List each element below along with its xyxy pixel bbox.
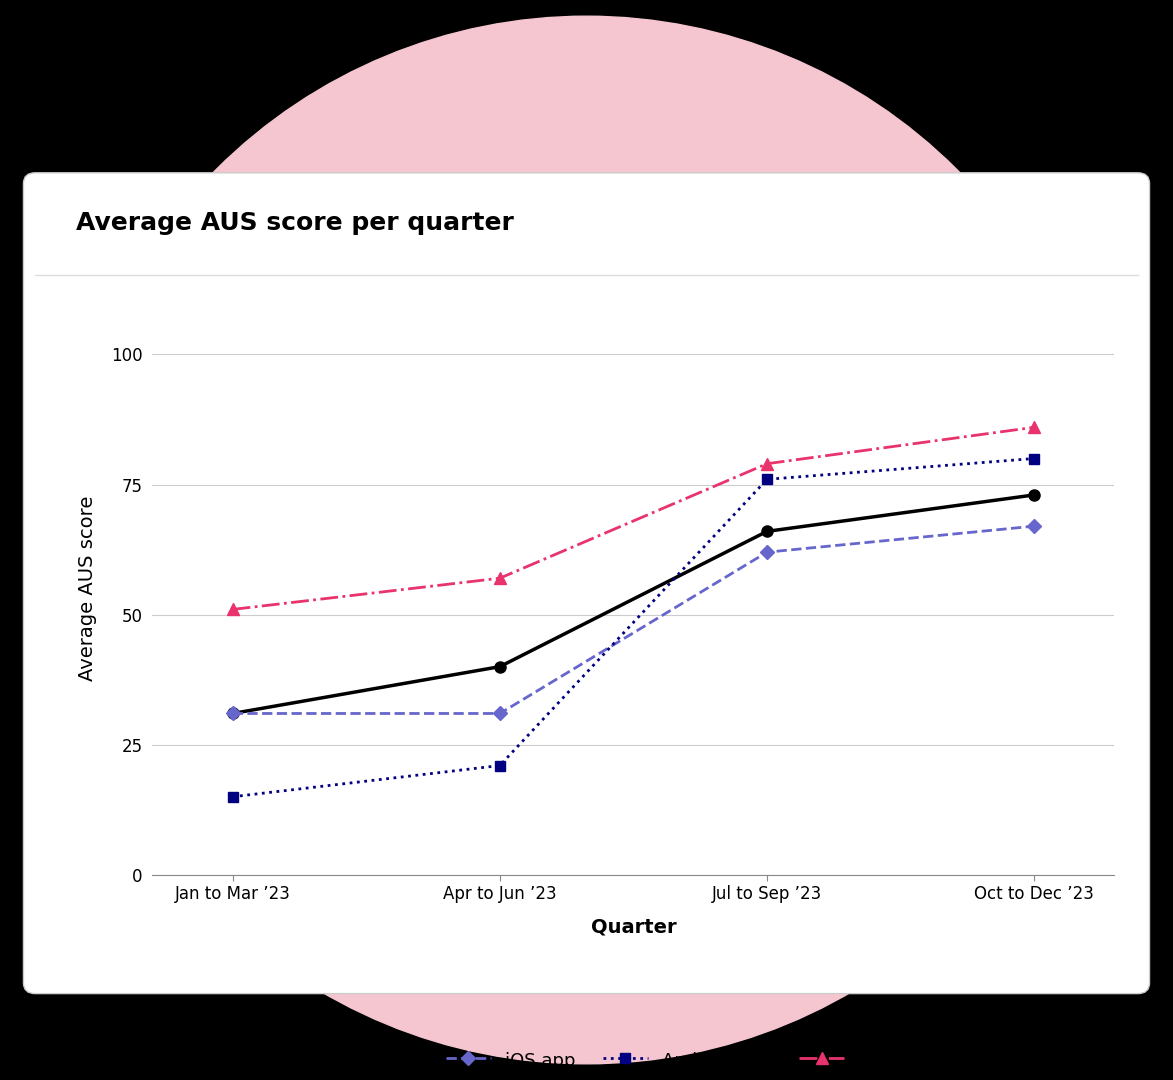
Desktop app — [1028, 421, 1042, 434]
Line: Overall: Overall — [228, 489, 1039, 719]
iOS app — [1028, 519, 1042, 532]
Text: Average AUS score per quarter: Average AUS score per quarter — [76, 211, 514, 234]
Y-axis label: Average AUS score: Average AUS score — [79, 496, 97, 681]
X-axis label: Quarter: Quarter — [591, 917, 676, 936]
Overall — [493, 660, 507, 673]
Overall — [225, 707, 239, 720]
Android app — [760, 473, 774, 486]
Line: iOS app: iOS app — [228, 522, 1039, 718]
Overall — [1028, 488, 1042, 501]
Line: Desktop app: Desktop app — [228, 421, 1039, 615]
iOS app — [493, 707, 507, 720]
Desktop app — [225, 603, 239, 616]
Android app — [493, 759, 507, 772]
Desktop app — [493, 571, 507, 584]
Android app — [225, 791, 239, 804]
Overall — [760, 525, 774, 538]
iOS app — [760, 545, 774, 558]
Circle shape — [62, 16, 1111, 1064]
Android app — [1028, 453, 1042, 465]
Legend: Overall, iOS app, Android app, Desktop app: Overall, iOS app, Android app, Desktop a… — [287, 1044, 979, 1077]
Desktop app — [760, 457, 774, 470]
iOS app — [225, 707, 239, 720]
Line: Android app: Android app — [228, 454, 1039, 801]
